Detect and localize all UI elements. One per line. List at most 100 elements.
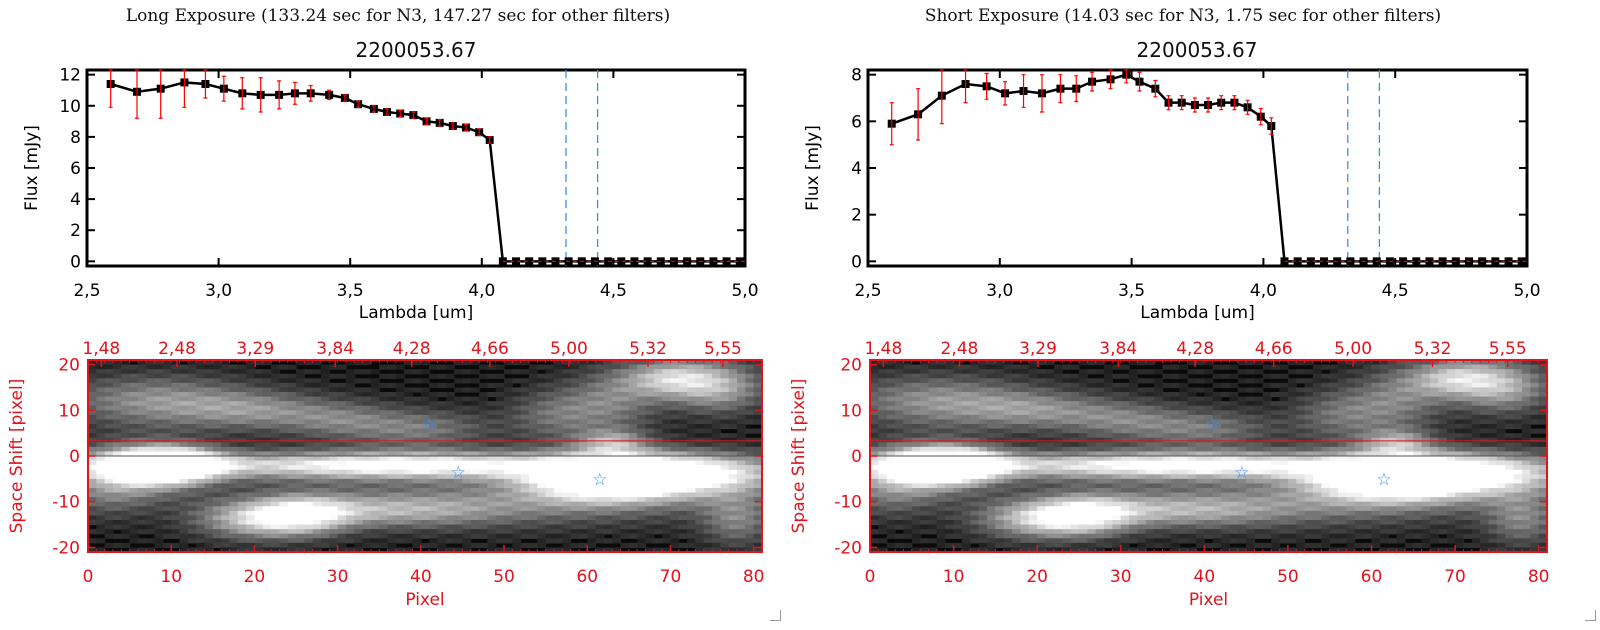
image-pixel (470, 437, 480, 443)
image-pixel (670, 529, 680, 535)
image-pixel (520, 456, 530, 462)
image-pixel (620, 492, 630, 498)
image-pixel (345, 478, 355, 485)
image-pixel (445, 442, 455, 448)
image-pixel (404, 492, 414, 498)
image-pixel (96, 424, 106, 430)
image-pixel (1095, 529, 1105, 535)
image-pixel (254, 492, 264, 498)
image-pixel (221, 529, 231, 535)
y-tick-label: 2 (70, 221, 81, 241)
image-pixel (104, 419, 114, 425)
image-pixel (246, 469, 256, 475)
image-pixel (370, 382, 380, 389)
image-pixel (96, 437, 106, 443)
image-pixel (936, 369, 946, 375)
image-pixel (687, 382, 697, 389)
image-pixel (229, 364, 239, 370)
image-pixel (961, 506, 971, 512)
image-pixel (479, 465, 489, 471)
image-pixel (653, 414, 663, 421)
image-pixel (162, 483, 172, 489)
image-pixel (171, 478, 181, 485)
image-pixel (953, 364, 963, 370)
image-pixel (945, 515, 955, 521)
image-pixel (1003, 510, 1013, 517)
image-pixel (578, 396, 588, 402)
image-pixel (587, 442, 597, 448)
image-pixel (728, 492, 738, 498)
image-pixel (312, 396, 322, 402)
image-pixel (578, 369, 588, 375)
image-pixel (1062, 446, 1072, 453)
image-pixel (320, 465, 330, 471)
image-pixel (1053, 414, 1063, 421)
image-pixel (570, 433, 580, 439)
image-pixel (196, 469, 206, 475)
image-pixel (229, 378, 239, 384)
image-pixel (112, 510, 122, 517)
image-pixel (945, 501, 955, 507)
image-pixel (712, 483, 721, 489)
image-pixel (445, 478, 455, 485)
image-pixel (429, 506, 439, 512)
image-pixel (995, 460, 1005, 466)
image-pixel (171, 524, 181, 530)
image-pixel (687, 401, 697, 407)
error-bar (292, 81, 297, 105)
image-pixel (479, 501, 489, 507)
image-pixel (412, 437, 422, 443)
image-pixel (154, 437, 164, 443)
image-pixel (287, 405, 297, 411)
image-pixel (628, 369, 638, 375)
image-pixel (179, 520, 189, 526)
image-pixel (678, 433, 688, 439)
image-pixel (562, 414, 572, 421)
image-pixel (1078, 451, 1088, 457)
image-pixel (312, 428, 322, 434)
image-pixel (162, 373, 172, 379)
image-pixel (420, 501, 430, 507)
image-pixel (995, 414, 1005, 421)
image-pixel (512, 396, 522, 402)
image-pixel (545, 414, 555, 421)
image-pixel (1003, 428, 1013, 434)
image-pixel (595, 460, 605, 466)
image-pixel (895, 515, 905, 521)
image-pixel (462, 474, 472, 480)
image-pixel (1045, 387, 1055, 393)
image-pixel (545, 501, 555, 507)
image-pixel (895, 524, 905, 530)
image-pixel (404, 442, 414, 448)
image-pixel (495, 382, 505, 389)
image-pixel (96, 442, 106, 448)
image-pixel (254, 465, 264, 471)
image-pixel (662, 492, 672, 498)
image-pixel (187, 364, 197, 370)
image-pixel (878, 442, 888, 448)
image-pixel (970, 428, 980, 434)
image-pixel (645, 529, 655, 535)
image-pixel (903, 378, 913, 384)
image-pixel (1078, 405, 1088, 411)
image-pixel (437, 373, 447, 379)
image-pixel (545, 419, 555, 425)
image-pixel (687, 456, 697, 462)
image-pixel (945, 529, 955, 535)
image-pixel (595, 433, 605, 439)
image-pixel (429, 433, 439, 439)
image-pixel (337, 538, 347, 544)
image-pixel (670, 437, 680, 443)
image-pixel (653, 515, 663, 521)
image-pixel (112, 515, 122, 521)
image-pixel (1028, 497, 1038, 503)
image-pixel (320, 501, 330, 507)
image-pixel (945, 478, 955, 485)
error-bar (1108, 69, 1113, 90)
image-pixel (1104, 460, 1113, 466)
image-pixel (529, 369, 538, 375)
y-tick-label: -20 (52, 538, 80, 558)
image-pixel (886, 378, 896, 384)
image-pixel (553, 442, 563, 448)
image-pixel (454, 524, 464, 530)
